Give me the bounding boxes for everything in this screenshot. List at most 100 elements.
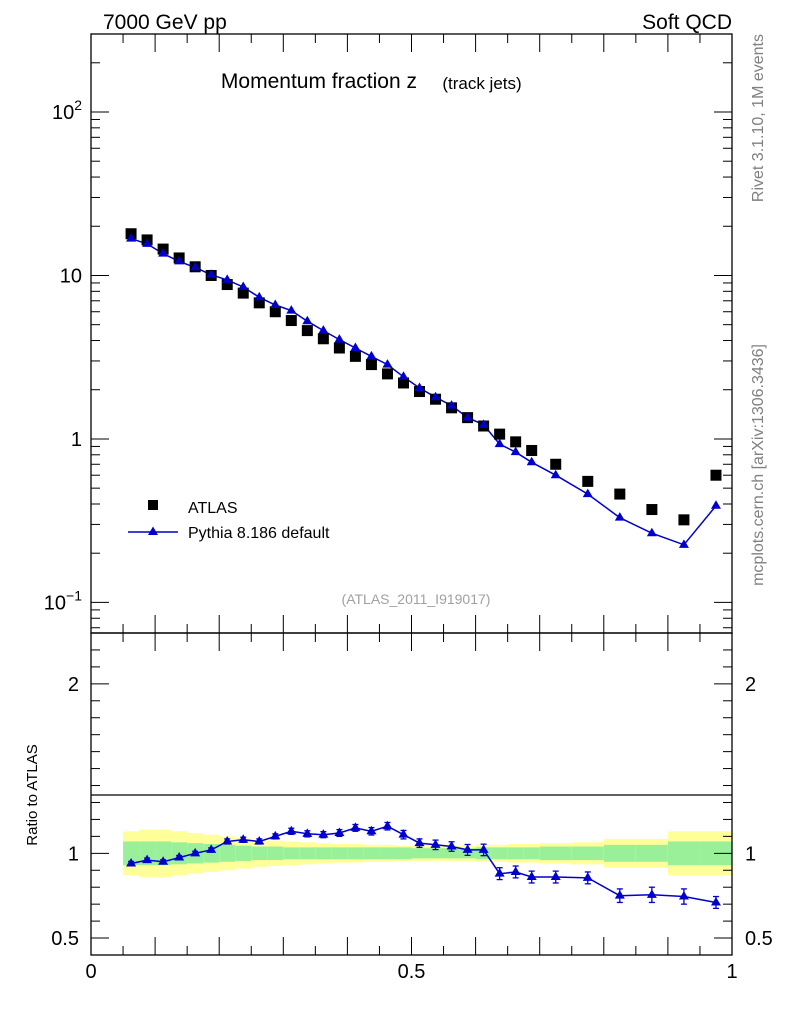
mcplots-reference-label: mcplots.cern.ch [arXiv:1306.3436]: [750, 344, 767, 586]
atlas-point: [678, 514, 690, 526]
main-data-series: [125, 228, 722, 548]
ratio-pythia-point: [478, 844, 489, 853]
pythia-point: [302, 315, 313, 325]
beam-energy-label: 7000 GeV pp: [103, 11, 227, 34]
legend-pythia-label: Pythia 8.186 default: [188, 525, 330, 542]
ratio-band-inner: [635, 844, 668, 862]
analysis-id-label: (ATLAS_2011_I919017): [342, 591, 491, 607]
ratio-ylabel: Ratio to ATLAS: [24, 744, 41, 845]
main-ytick-label: 10−1: [44, 587, 82, 614]
ratio-pythia-point: [430, 839, 441, 848]
atlas-point: [397, 377, 409, 389]
legend-atlas-label: ATLAS: [188, 500, 238, 517]
pythia-point: [478, 419, 489, 428]
ratio-band-inner: [443, 848, 460, 859]
ratio-xtick-label: 0: [85, 961, 96, 983]
ratio-band-inner: [283, 847, 300, 860]
ratio-pythia-point: [414, 837, 425, 847]
ratio-band-inner: [299, 847, 316, 860]
pythia-point: [270, 299, 281, 308]
ratio-pythia-point: [126, 857, 137, 867]
pythia-point: [614, 512, 625, 521]
atlas-point: [253, 297, 265, 309]
ratio-band-inner: [123, 841, 140, 866]
ratio-pythia-point: [190, 847, 201, 857]
ratio-pythia-point: [462, 844, 473, 853]
main-axes-ticks: 102 10 1 10−1: [44, 33, 733, 633]
ratio-pythia-point: [286, 825, 297, 835]
atlas-point: [285, 315, 297, 327]
ratio-pythia-point: [334, 827, 345, 836]
main-frame: [90, 33, 733, 634]
main-ytick-label: 10: [60, 265, 82, 287]
ratio-band-inner: [667, 841, 700, 866]
atlas-point: [365, 359, 377, 371]
ratio-pythia-point: [366, 825, 377, 835]
pythia-point: [174, 255, 185, 265]
pythia-point: [206, 269, 217, 278]
ratio-xtick-label: 0.5: [398, 961, 426, 983]
legend-atlas-marker: [148, 500, 158, 510]
atlas-point: [550, 458, 562, 470]
ratio-pythia-point: [254, 835, 265, 845]
ratio-band-inner: [411, 848, 428, 859]
rivet-version-label: Rivet 3.1.10, 1M events: [750, 34, 767, 202]
pythia-point: [366, 350, 377, 360]
ratio-pythia-point: [614, 890, 625, 899]
pythia-point: [286, 305, 297, 314]
ratio-band-inner: [523, 847, 540, 860]
ratio-band-inner: [139, 841, 156, 866]
atlas-point: [349, 350, 361, 362]
pythia-point: [430, 391, 441, 401]
atlas-point: [237, 287, 249, 299]
main-ytick-label: 102: [52, 97, 82, 124]
legend: ATLAS Pythia 8.186 default: [128, 500, 330, 542]
main-title: Momentum fraction z: [221, 70, 417, 93]
atlas-point: [317, 333, 329, 345]
ratio-uncertainty-bands: [123, 829, 732, 878]
ratio-band-inner: [427, 848, 444, 859]
atlas-point: [301, 325, 313, 337]
pythia-point: [142, 238, 153, 247]
ratio-ytick-label-left: 0.5: [51, 928, 79, 950]
ratio-panel: 0.5 0.5 1 1 2 2 0 0.5 1 Ratio to ATLAS: [24, 632, 773, 983]
pythia-point: [158, 248, 169, 257]
pythia-point: [526, 456, 537, 466]
ratio-band-inner: [235, 845, 252, 861]
pythia-point: [462, 412, 473, 421]
ratio-band-inner: [219, 844, 236, 862]
ratio-band-inner: [507, 847, 524, 860]
ratio-pythia-point: [382, 820, 393, 830]
ratio-ytick-label-right: 1: [745, 843, 756, 865]
pythia-point: [398, 371, 409, 380]
legend-pythia-marker: [148, 526, 158, 535]
ratio-pythia-point: [222, 835, 233, 845]
ratio-xtick-label: 1: [726, 961, 737, 983]
ratio-band-inner: [267, 846, 284, 861]
ratio-pythia-point: [678, 891, 689, 900]
pythia-point: [222, 274, 233, 283]
ratio-ytick-label-right: 0.5: [745, 928, 773, 950]
ratio-pythia-point: [318, 829, 329, 838]
ratio-pythia-point: [646, 889, 657, 898]
pythia-point: [334, 334, 345, 343]
process-label: Soft QCD: [642, 11, 732, 34]
ratio-band-inner: [491, 847, 508, 860]
pythia-point: [318, 325, 329, 334]
ratio-pythia-point: [174, 852, 185, 861]
pythia-point: [190, 261, 201, 271]
ratio-pythia-point: [710, 896, 721, 906]
ratio-pythia-point: [526, 871, 537, 881]
atlas-point: [510, 436, 522, 448]
main-title-subscript: (track jets): [442, 74, 521, 93]
ratio-band-inner: [347, 847, 364, 860]
atlas-point: [494, 428, 506, 440]
atlas-point: [381, 368, 393, 380]
pythia-point: [550, 469, 561, 479]
ratio-pythia-point: [550, 871, 561, 881]
ratio-pythia-point: [238, 834, 249, 843]
ratio-pythia-point: [398, 829, 409, 838]
pythia-point: [494, 438, 505, 448]
ratio-axes-ticks: 0.5 0.5 1 1 2 2 0 0.5 1: [51, 633, 773, 983]
